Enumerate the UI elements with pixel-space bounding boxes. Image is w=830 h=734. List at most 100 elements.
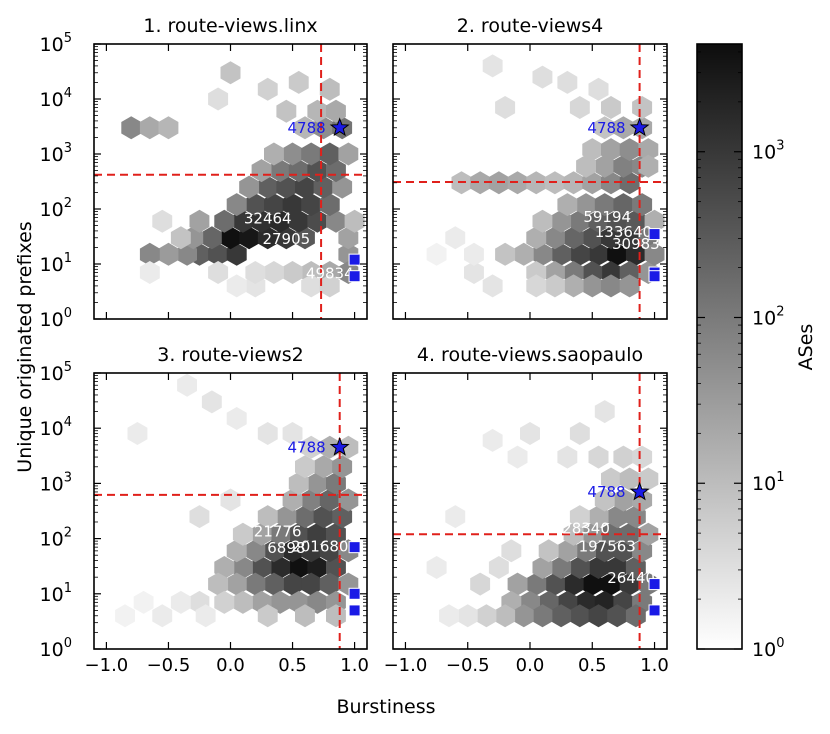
colorbar-tick-label: 101 [752,470,784,495]
y-tick-label: 103 [40,470,72,495]
hexbin-cell [201,390,222,414]
hexbin-cell [270,556,291,579]
hexbin-cell [576,539,596,563]
hexbin-cell [625,604,646,628]
panel-title: 4. route-views.saopaulo [417,344,643,366]
hexbin-cell [619,274,640,298]
hexbin-cell [576,193,596,217]
hexbin-cell [226,274,247,298]
y-tick-label-text: 100 [40,636,72,661]
hexbin-cell [588,556,609,579]
highlight-square-marker [648,228,661,241]
hexbin-cell [257,226,278,250]
as-label: 59194 [583,208,631,226]
hexbin-cell [594,154,615,178]
hexbin-cell [501,539,522,563]
hexbin-cell [569,556,590,579]
hexbin-cell [619,226,640,250]
y-tick-label: 104 [40,415,72,440]
as-label: 32464 [244,210,292,228]
hexbin-cell [464,242,484,266]
hexbin-cell [601,226,621,250]
hexbin-cell [158,116,179,140]
y-tick-label-exponent: 4 [64,415,72,430]
hexbin-cell [632,193,653,217]
hexbin-cell [520,422,540,445]
hexbin-cell [288,556,309,579]
hexbin-cell [532,604,553,628]
y-tick-label-base: 10 [40,34,64,56]
hexbin-cell [319,274,340,298]
hexbin-cell [270,522,291,546]
hexbin-cell [638,154,659,178]
hexbin-cell [526,226,547,250]
hexbin-cell [513,242,534,266]
hexbin-cell [582,138,603,162]
hexbin-cell [226,539,247,563]
hexbin-cell [239,226,260,250]
highlight-square-marker [348,270,361,283]
hexbin-cell [495,96,516,119]
hexbin-cell [226,193,247,217]
hexbin-cell [544,274,565,298]
hexbin-cell [588,77,609,101]
colorbar-tick-label: 103 [752,139,784,164]
hexbin-cell [220,488,241,512]
y-tick-label-exponent: 3 [64,470,72,485]
colorbar-tick-label-text: 101 [752,470,784,495]
hexbin-cell [476,604,497,628]
star-label: 4788 [587,119,625,137]
hexbin-cell [563,226,584,250]
colorbar-tick-label: 100 [752,636,784,661]
colorbar-tick-label-base: 10 [752,639,776,661]
hexbin-cell [257,505,278,529]
hexbin-cell [251,159,272,183]
hexbin-cell [557,539,578,563]
hexbin-cell [569,604,590,628]
hexbin-cell [344,209,365,233]
hexbin-cell [319,572,340,596]
hexbin-cell [439,604,459,628]
highlight-square-marker [648,604,661,617]
hexbin-cell [208,87,229,111]
hexbin-cell [270,159,291,183]
hexbin-cell [470,572,491,596]
y-tick-label-text: 105 [40,360,72,385]
x-tick-label: −1.0 [85,655,129,676]
as-label: 49834 [306,265,354,283]
hexbin-cell [195,604,216,628]
y-tick-label: 105 [40,31,72,56]
hexbin-cell [288,209,309,233]
hexbin-cell [426,556,447,579]
as-label: 201680 [291,537,348,555]
hexbin-cell [326,556,346,579]
hexbin-cell [619,572,640,596]
panel-title: 2. route-views4 [457,15,603,37]
hexbin-cell [495,604,516,628]
hexbin-cell [588,445,609,469]
y-tick-label: 100 [40,306,72,331]
hexbin-cell [270,209,291,233]
hexbin-cell [588,505,609,529]
hexbin-cell [226,572,247,596]
hexbin-cell [133,590,154,614]
hexbin-cell [220,61,241,85]
hexbin-cell [288,159,309,183]
hexbin-cell [326,209,346,233]
hexbin-cell [264,572,284,596]
hexbin-cell [245,261,266,284]
y-tick-label-exponent: 5 [64,31,72,46]
hexbin-cell [307,590,328,614]
hexbin-cell [307,556,328,579]
hexbin-cell [619,467,640,491]
hexbin-cell [245,193,266,217]
hexbin-cell [488,556,509,579]
hexbin-cell [457,604,478,628]
x-axis-label: Burstiness [336,696,435,718]
hexbin-cell [576,154,596,178]
hexbin-cell [319,142,340,166]
hexbin-cell [607,209,628,233]
colorbar-tick-label-text: 102 [752,304,784,329]
